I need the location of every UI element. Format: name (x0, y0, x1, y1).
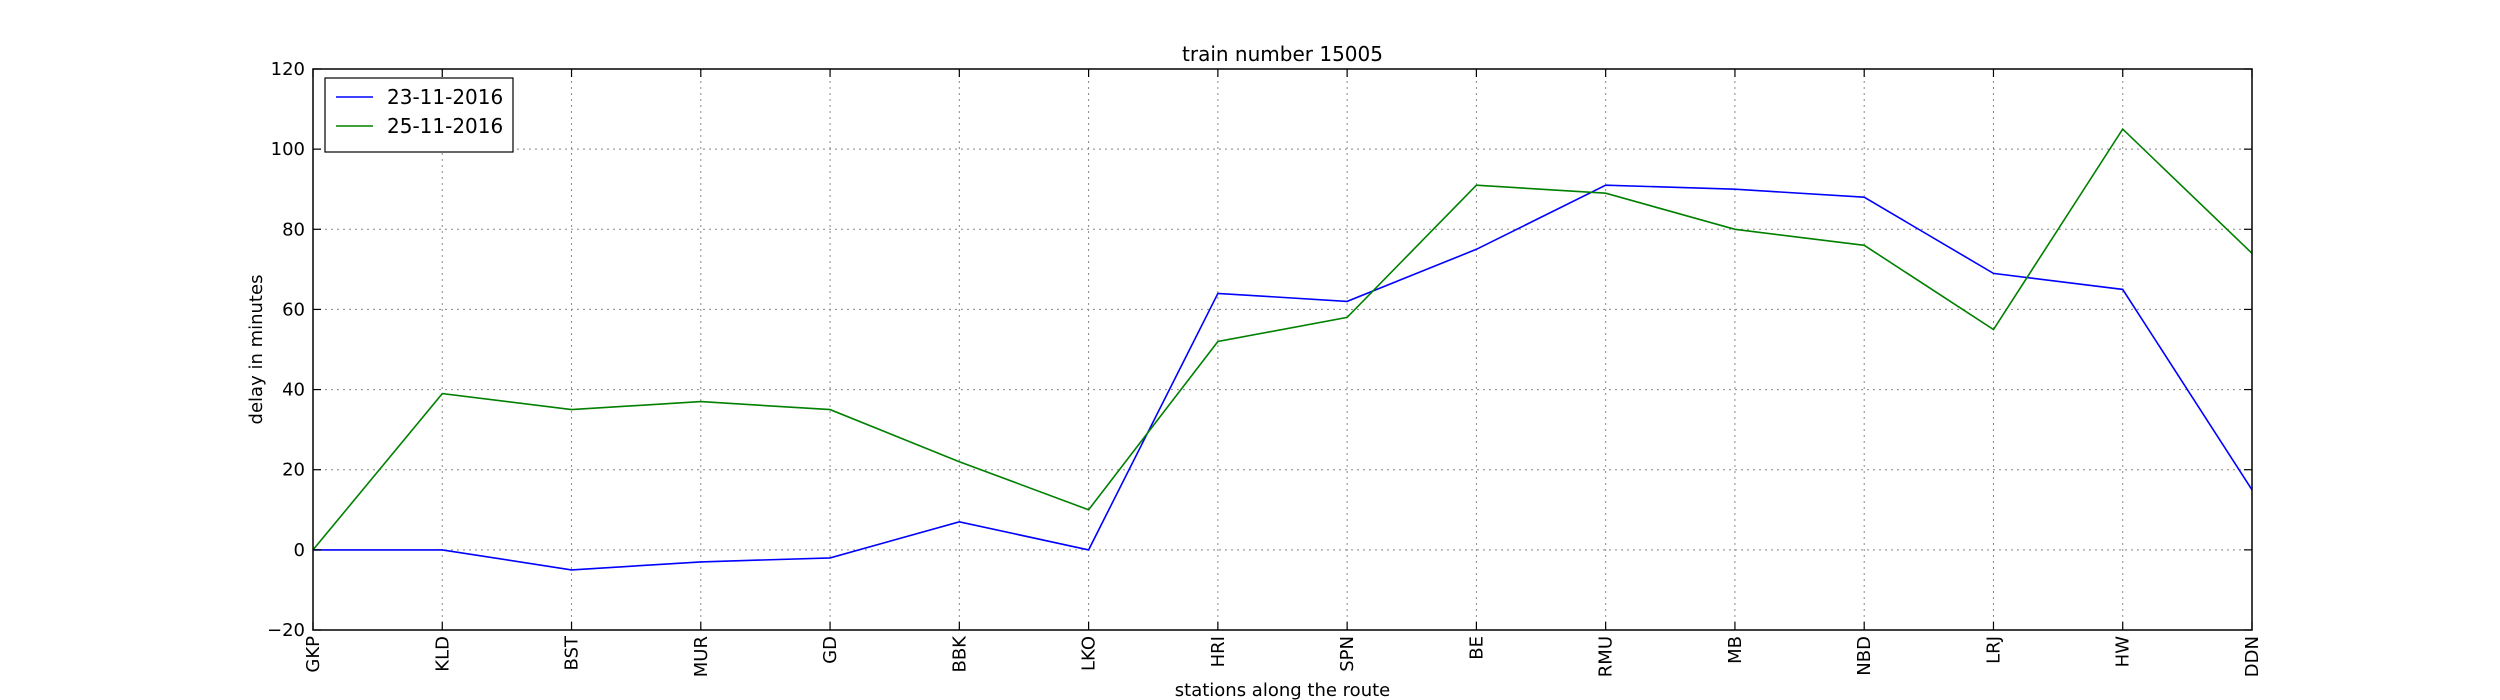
x-tick-label: HRI (1208, 636, 1229, 667)
x-tick-label: MB (1725, 636, 1746, 664)
y-axis: −20 0 20 40 60 80 100 120 (267, 59, 2252, 641)
y-tick-label: 60 (282, 299, 305, 320)
x-tick-label: GD (820, 636, 841, 664)
x-tick-label: GKP (303, 636, 324, 673)
x-tick-label: NBD (1854, 636, 1875, 676)
plot-area (312, 68, 2253, 631)
y-tick-label: 100 (271, 139, 305, 160)
x-tick-label: HW (2113, 636, 2134, 668)
x-tick-label: LKO (1079, 636, 1100, 671)
x-tick-label: BST (562, 635, 583, 670)
series-line-1 (313, 184, 2253, 571)
y-tick-label: 20 (282, 460, 305, 481)
y-axis-label: delay in minutes (246, 275, 267, 425)
y-tick-label: 80 (282, 219, 305, 240)
x-tick-label: KLD (432, 636, 453, 672)
x-tick-label: RMU (1596, 636, 1617, 677)
grid (312, 68, 2253, 631)
y-tick-label: 40 (282, 380, 305, 401)
x-tick-label: DDN (2242, 636, 2263, 677)
legend: 23-11-2016 25-11-2016 (324, 77, 514, 153)
series-line-2 (312, 127, 2253, 551)
x-axis-label: stations along the route (1175, 680, 1390, 700)
legend-label-1: 23-11-2016 (387, 85, 503, 109)
y-tick-label: 0 (294, 540, 305, 561)
x-tick-label: BE (1466, 636, 1487, 660)
legend-label-2: 25-11-2016 (387, 114, 503, 138)
y-tick-label: 120 (271, 59, 305, 80)
series-lines (312, 127, 2253, 571)
x-axis: GKP KLD BST MUR GD BBK LKO HRI SPN BE RMU MB NBD LRJ H… (303, 69, 2263, 677)
legend-box (324, 77, 514, 153)
x-tick-label: BBK (949, 635, 970, 673)
y-tick-label: −20 (267, 620, 305, 641)
x-tick-label: SPN (1337, 636, 1358, 672)
x-tick-label: LRJ (1983, 636, 2004, 664)
x-tick-label: MUR (691, 636, 712, 677)
chart-title: train number 15005 (1182, 42, 1383, 66)
